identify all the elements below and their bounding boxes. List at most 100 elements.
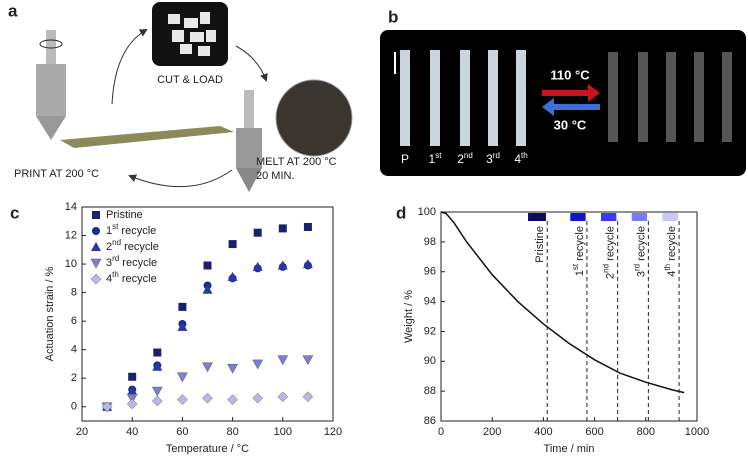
- point: [277, 260, 288, 270]
- point: [278, 224, 287, 233]
- x-tick-label: 40: [126, 426, 138, 438]
- point: [252, 392, 264, 404]
- heated-strips: [608, 52, 732, 142]
- point: [252, 359, 264, 370]
- label-sup: rd: [493, 151, 500, 160]
- point: [302, 259, 313, 269]
- point: [277, 391, 289, 403]
- y-tick-label: 14: [65, 201, 77, 213]
- legend-label: 3rd recycle: [106, 254, 157, 269]
- legend-marker: [91, 242, 101, 251]
- label-text: P: [401, 152, 409, 166]
- marker-label: 3rd recycle: [632, 226, 647, 277]
- screw: [244, 90, 254, 130]
- x-tick-label: 100: [274, 426, 292, 438]
- pellets: [168, 12, 216, 56]
- y-tick-label: 0: [71, 401, 77, 413]
- heat-arrow: [542, 84, 600, 102]
- y-tick-label: 2: [71, 372, 77, 384]
- legend-label: 2nd recycle: [106, 238, 159, 253]
- point: [302, 355, 314, 366]
- y-tick-label: 4: [71, 344, 77, 356]
- label-text: 4: [514, 152, 521, 166]
- marker-label: 2nd recycle: [601, 226, 616, 279]
- point: [227, 363, 239, 374]
- point: [253, 228, 262, 237]
- y-tick-label: 100: [418, 206, 436, 218]
- nozzle-body: [236, 128, 262, 168]
- legend-label: 4th recycle: [106, 270, 157, 285]
- point: [151, 386, 163, 397]
- nozzle-tip: [236, 168, 262, 192]
- point: [202, 392, 213, 404]
- label-text: 2: [457, 152, 464, 166]
- marker-band: [528, 213, 546, 221]
- point: [127, 386, 138, 396]
- y-tick-label: 86: [424, 415, 436, 427]
- point: [177, 394, 188, 405]
- legend-marker: [90, 258, 102, 269]
- temperature-label: 110 °C: [550, 67, 590, 82]
- arrow: [235, 45, 268, 82]
- legend-marker: [92, 227, 100, 235]
- rotation: [39, 39, 63, 49]
- step-label: MELT AT 200 °C: [256, 156, 337, 168]
- label-text: 1: [429, 152, 436, 166]
- strip-label: 4th: [514, 151, 527, 167]
- strip-label: 3rd: [486, 151, 500, 167]
- y-tick-label: 96: [424, 266, 436, 278]
- point: [128, 372, 137, 381]
- legend-marker: [92, 211, 100, 219]
- label-sup: nd: [464, 151, 473, 160]
- melt-image: [275, 79, 353, 157]
- panel-letter: c: [10, 203, 19, 222]
- point: [252, 261, 263, 271]
- panel-letter: d: [396, 203, 406, 222]
- point: [228, 240, 237, 249]
- printed-film: [60, 126, 234, 148]
- point: [203, 261, 212, 270]
- point: [101, 401, 113, 413]
- photo: [380, 30, 746, 176]
- y-tick-label: 94: [424, 295, 436, 307]
- label-sup: st: [435, 151, 442, 160]
- point: [227, 394, 238, 405]
- step-label: 20 MIN.: [256, 170, 295, 182]
- point: [302, 391, 314, 403]
- y-tick-label: 98: [424, 236, 436, 248]
- point: [202, 362, 213, 373]
- x-tick-label: 400: [534, 426, 552, 438]
- x-tick-label: 0: [438, 426, 444, 438]
- point: [178, 302, 187, 311]
- point: [227, 271, 238, 281]
- point: [177, 321, 188, 331]
- point: [202, 284, 213, 294]
- legend-label: Pristine: [106, 209, 143, 221]
- x-tick-label: 600: [585, 426, 603, 438]
- point: [152, 361, 163, 371]
- x-tick-label: 120: [324, 426, 342, 438]
- step-label: PRINT AT 200 °C: [14, 168, 99, 180]
- nozzle-body: [36, 64, 66, 116]
- marker-band: [631, 213, 648, 221]
- arrow: [128, 169, 233, 188]
- marker-label: Pristine: [534, 226, 546, 263]
- arrow: [111, 28, 148, 105]
- x-axis-label: Time / min: [544, 443, 595, 455]
- temperature-label: 30 °C: [554, 117, 587, 132]
- point: [151, 395, 163, 407]
- point: [277, 355, 289, 366]
- y-tick-label: 12: [65, 229, 77, 241]
- nozzle-tip: [36, 116, 66, 140]
- y-axis-label: Actuation strain / %: [44, 266, 56, 361]
- point: [303, 222, 312, 231]
- x-tick-label: 800: [637, 426, 655, 438]
- label-text: 3: [486, 152, 493, 166]
- x-tick-label: 200: [483, 426, 501, 438]
- cool-arrow: [542, 98, 600, 116]
- panel-letter: b: [388, 7, 398, 26]
- strip-label: 2nd: [457, 151, 473, 167]
- marker-label: 4th recycle: [663, 226, 678, 277]
- y-axis-label: Weight / %: [403, 290, 415, 343]
- y-tick-label: 10: [65, 258, 77, 270]
